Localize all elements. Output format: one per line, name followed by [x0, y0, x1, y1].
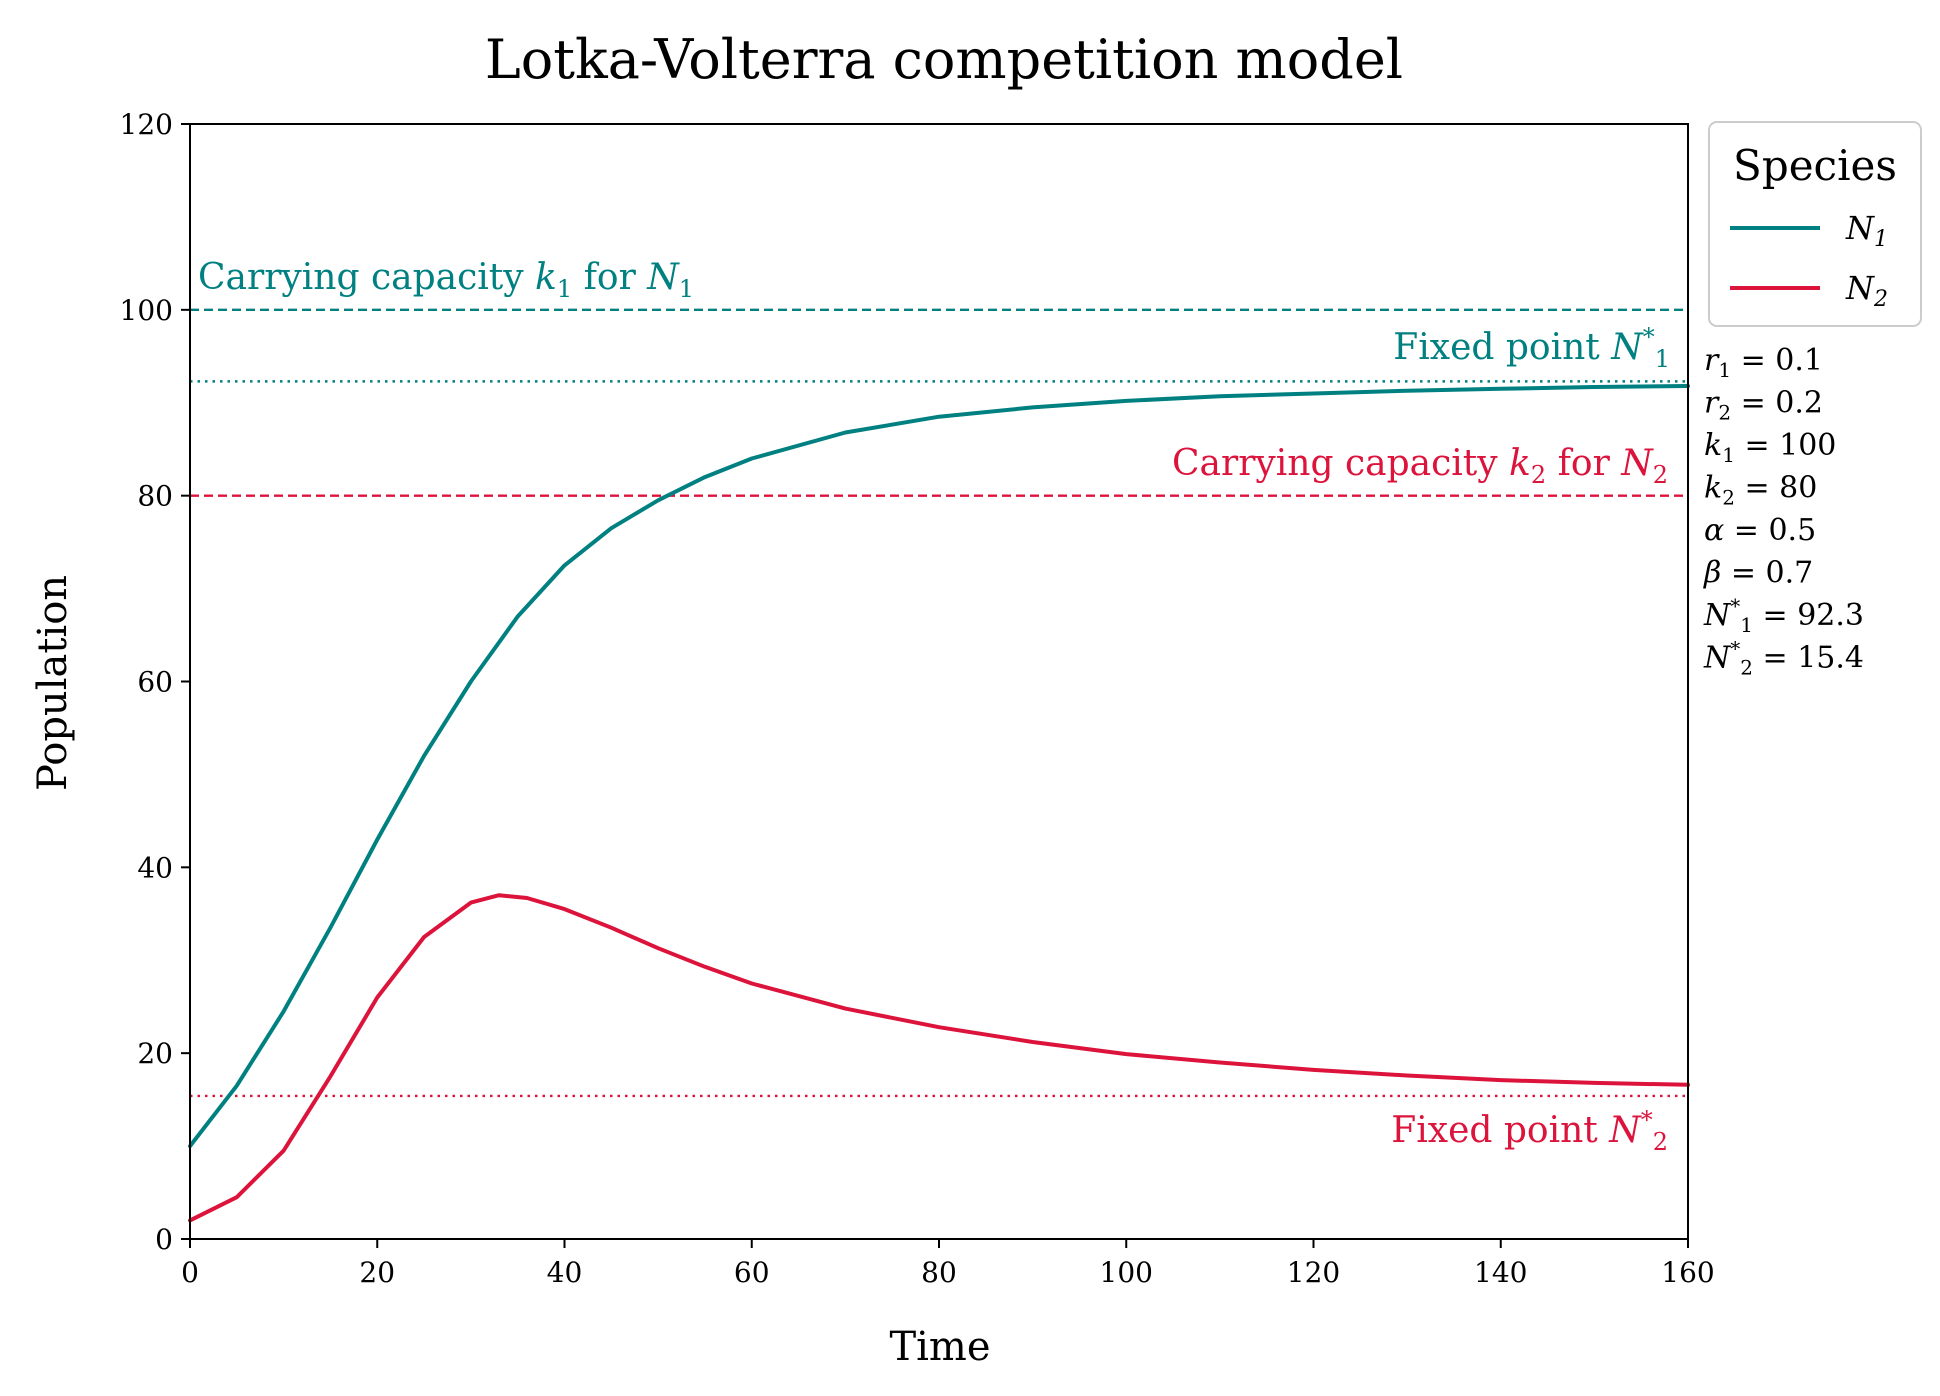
annotation-n2star: Fixed point N*​2​	[1391, 1106, 1668, 1156]
annotation-n1star: Fixed point N*​1​	[1393, 323, 1670, 373]
x-tick-label: 60	[734, 1256, 770, 1289]
parameter-3: k1​ = 100	[1704, 428, 1836, 467]
x-tick-label: 0	[181, 1256, 199, 1289]
annotation-k1: Carrying capacity k1​ for N1​	[198, 257, 694, 303]
series-line-2	[188, 893, 1690, 1223]
parameter-2: r2​ = 0.2	[1704, 386, 1823, 425]
legend: Species N1​ N2​	[1708, 121, 1922, 327]
legend-label-2: N2​	[1845, 269, 1888, 312]
parameter-1: r1​ = 0.1	[1704, 343, 1823, 382]
y-tick-label: 0	[155, 1223, 173, 1256]
x-tick-label: 100	[1100, 1256, 1153, 1289]
y-tick-label: 60	[137, 666, 173, 699]
parameter-list: r1​ = 0.1 r2​ = 0.2k1​ = 100 k2​ = 80α = 0…	[1703, 343, 1864, 680]
x-tick-label: 120	[1287, 1256, 1340, 1289]
plot-area: 0 20 40 60 80 100 120 140 160 0 20 40 60 80 100 120 Carr…	[120, 108, 1715, 1289]
x-tick-label: 80	[921, 1256, 957, 1289]
legend-title: Species	[1733, 141, 1897, 190]
y-tick-label: 40	[137, 851, 173, 884]
x-tick-label: 40	[547, 1256, 583, 1289]
x-axis-label: Time	[889, 1324, 990, 1370]
y-tick-label: 80	[137, 480, 173, 513]
parameter-4: k2​ = 80	[1704, 471, 1817, 510]
y-tick-label: 20	[137, 1037, 173, 1070]
parameter-8: N*​2​ = 15.4	[1703, 637, 1864, 680]
annotation-k2: Carrying capacity k2​ for N2​	[1172, 443, 1668, 489]
parameter-7: N*​1​ = 92.3	[1703, 594, 1864, 637]
parameter-5: α = 0.5	[1704, 513, 1816, 548]
legend-box	[1708, 121, 1922, 327]
series-line-1	[188, 384, 1690, 1149]
parameter-6: β = 0.7	[1703, 556, 1813, 591]
chart-title: Lotka-Volterra competition model	[485, 28, 1403, 91]
y-tick-label: 100	[120, 294, 173, 327]
x-tick-label: 20	[359, 1256, 395, 1289]
y-tick-label: 120	[120, 108, 173, 141]
x-tick-label: 140	[1474, 1256, 1527, 1289]
y-axis-label: Population	[30, 575, 76, 791]
x-tick-label: 160	[1661, 1256, 1714, 1289]
legend-label-1: N1​	[1845, 209, 1888, 252]
